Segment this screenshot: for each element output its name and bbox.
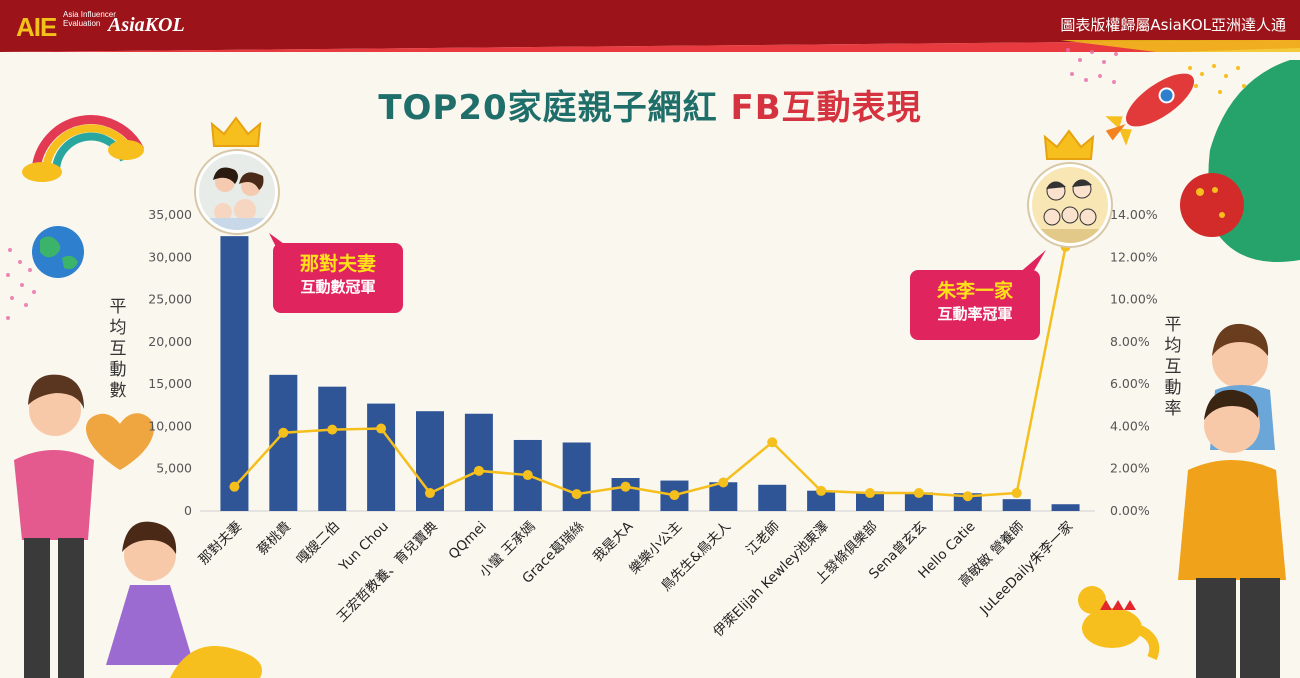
- title-part-1: TOP20家庭親子網紅: [378, 88, 718, 128]
- y-axis-right-ticks: 0.00% 2.00% 4.00% 6.00% 8.00% 10.00% 12.00% 14.…: [1110, 207, 1158, 518]
- bar: [758, 484, 787, 511]
- bar: [562, 442, 591, 511]
- x-tick-label: 那對夫妻: [196, 519, 245, 568]
- rate-point: [669, 490, 680, 501]
- y-right-tick-label: 14.00%: [1110, 207, 1158, 222]
- bar-series: [220, 236, 1080, 511]
- y-right-tick-label: 0.00%: [1110, 503, 1150, 518]
- y-left-tick-label: 25,000: [148, 292, 192, 307]
- y-right-tick-label: 6.00%: [1110, 376, 1150, 391]
- rate-point: [620, 481, 631, 492]
- y-right-tick-label: 8.00%: [1110, 334, 1150, 349]
- avatar-right: [1029, 164, 1111, 246]
- title-part-2: FB互動表現: [730, 88, 922, 128]
- brand-asiakol: AsiaKOL: [108, 14, 185, 36]
- y-left-tick-label: 5,000: [156, 461, 192, 476]
- bar: [904, 492, 933, 511]
- rate-point: [522, 470, 533, 481]
- callout-pointer-left: [269, 233, 291, 249]
- line-series: [229, 241, 1071, 502]
- y-right-tick-label: 4.00%: [1110, 418, 1150, 433]
- bar: [807, 490, 836, 511]
- callout-rate-champion: 朱李一家 互動率冠軍: [910, 250, 1046, 340]
- rate-point: [767, 437, 778, 448]
- callout-right-sub: 互動率冠軍: [937, 305, 1013, 323]
- rate-point: [278, 427, 289, 438]
- bar: [1051, 504, 1080, 511]
- bar: [318, 386, 347, 511]
- rate-point: [571, 489, 582, 500]
- rate-point: [229, 481, 240, 492]
- bar: [856, 491, 884, 511]
- crown-icon-left: [210, 116, 262, 147]
- callout-left-name: 那對夫妻: [299, 253, 376, 275]
- y-left-tick-label: 10,000: [148, 418, 192, 433]
- rate-point: [327, 424, 338, 435]
- rate-point: [425, 488, 435, 499]
- rate-point: [913, 488, 924, 499]
- bar: [220, 236, 249, 511]
- callout-left-sub: 互動數冠軍: [300, 278, 376, 296]
- x-tick-label: QQmei: [446, 519, 490, 563]
- y-left-tick-label: 20,000: [148, 334, 192, 349]
- x-tick-label: 江老師: [743, 519, 783, 559]
- y-axis-left-title: 平均互動數: [109, 297, 127, 401]
- bar: [953, 493, 982, 511]
- page-title: TOP20家庭親子網紅 FB互動表現: [0, 80, 1300, 129]
- y-left-tick-label: 35,000: [148, 207, 192, 222]
- x-tick-label: 蔡桃貴: [254, 519, 294, 559]
- rate-point: [718, 477, 729, 488]
- rate-point: [816, 485, 827, 496]
- rate-point: [1011, 488, 1022, 499]
- x-tick-label: JuLeeDaily朱李一家: [976, 517, 1077, 618]
- y-left-tick-label: 0: [184, 503, 192, 518]
- y-right-tick-label: 2.00%: [1110, 461, 1150, 476]
- brand-logo: AIE: [16, 12, 57, 42]
- x-tick-label: 嘎嫂二伯: [294, 519, 343, 568]
- y-left-tick-label: 30,000: [148, 249, 192, 264]
- x-tick-label: 我是大A: [590, 518, 637, 565]
- rate-line: [233, 246, 1067, 498]
- callout-right-name: 朱李一家: [936, 280, 1013, 302]
- y-right-tick-label: 12.00%: [1110, 249, 1158, 264]
- y-axis-right-title: 平均互動率: [1164, 315, 1182, 419]
- callout-pointer-right: [1018, 250, 1046, 274]
- callout-interaction-champion: 那對夫妻 互動數冠軍: [269, 233, 403, 313]
- y-axis-left-ticks: 0 5,000 10,000 15,000 20,000 25,000 30,000 35,0…: [148, 207, 192, 518]
- copyright-notice: 圖表版權歸屬AsiaKOL亞洲達人通: [1060, 16, 1286, 34]
- rate-point: [376, 423, 387, 434]
- header-bar: [0, 0, 1300, 52]
- crown-icon-right: [1043, 129, 1095, 160]
- brand-subtitle: Asia Influencer Evaluation: [63, 10, 116, 28]
- bar: [464, 413, 493, 511]
- avatar-left: [196, 151, 278, 233]
- rate-point: [473, 465, 484, 476]
- bar: [1002, 499, 1031, 511]
- bar: [367, 403, 396, 511]
- rate-point: [865, 488, 875, 499]
- y-right-tick-label: 10.00%: [1110, 292, 1158, 307]
- rate-point: [962, 491, 973, 502]
- y-left-tick-label: 15,000: [148, 376, 192, 391]
